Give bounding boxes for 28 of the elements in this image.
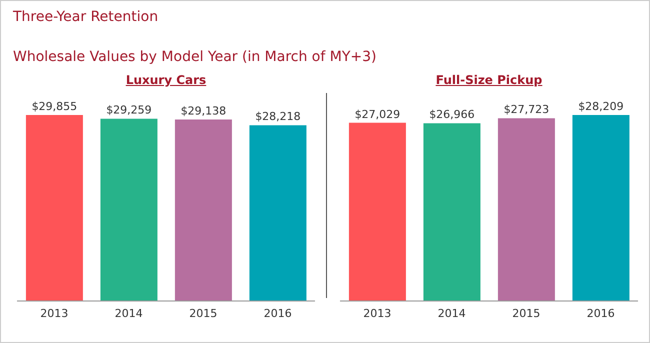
data-label: $28,209 [578, 100, 624, 113]
x-tick-label: 2015 [189, 306, 218, 320]
data-label: $27,723 [504, 103, 550, 116]
x-tick-label: 2015 [512, 306, 540, 320]
x-tick-label: 2014 [438, 306, 466, 320]
text: Three-Year Retention [13, 9, 158, 25]
data-label: $29,259 [106, 104, 152, 117]
bar [100, 118, 158, 301]
bar [26, 115, 83, 301]
data-label: $27,029 [354, 108, 400, 121]
x-tick-label: 2013 [40, 306, 68, 320]
bar [348, 122, 406, 301]
x-tick-label: 2016 [264, 306, 292, 320]
bar [174, 119, 232, 301]
chart-title: Luxury Cars [124, 73, 208, 89]
bar [423, 123, 480, 301]
bar [572, 115, 630, 301]
x-tick-label: 2014 [114, 306, 143, 320]
x-tick-label: 2013 [363, 306, 392, 320]
data-label: $29,855 [32, 100, 78, 113]
x-tick-label: 2016 [586, 306, 615, 320]
chart-title: Full-Size Pickup [434, 73, 544, 89]
bar [498, 118, 555, 301]
data-label: $29,138 [180, 104, 226, 118]
data-label: $28,218 [255, 110, 301, 124]
text: Wholesale Values by Model Year (in March of MY+3) [13, 49, 376, 65]
data-label: $26,966 [429, 108, 475, 122]
bar [249, 125, 306, 301]
